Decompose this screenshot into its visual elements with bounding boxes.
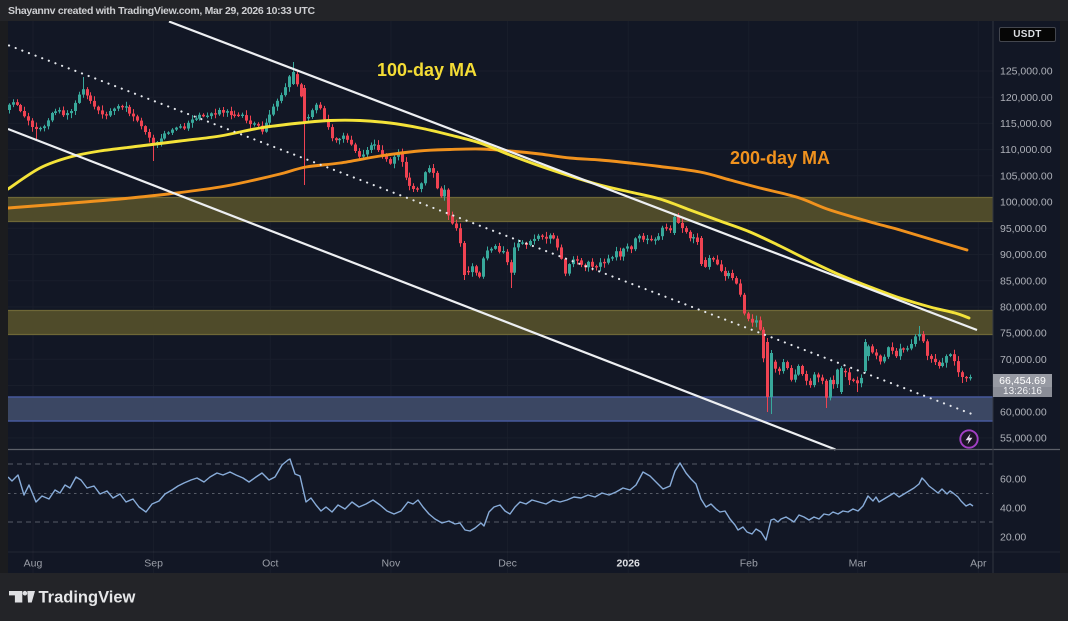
svg-text:40.00: 40.00: [1000, 503, 1026, 515]
svg-text:Dec: Dec: [498, 558, 517, 570]
svg-text:Sep: Sep: [144, 558, 163, 570]
svg-text:20.00: 20.00: [1000, 532, 1026, 544]
svg-text:90,000.00: 90,000.00: [1000, 249, 1047, 261]
svg-text:200-day MA: 200-day MA: [730, 148, 830, 168]
svg-text:Feb: Feb: [740, 558, 758, 570]
svg-text:125,000.00: 125,000.00: [1000, 66, 1053, 78]
svg-text:80,000.00: 80,000.00: [1000, 302, 1047, 314]
svg-text:2026: 2026: [617, 558, 641, 570]
svg-text:100,000.00: 100,000.00: [1000, 197, 1053, 209]
svg-text:85,000.00: 85,000.00: [1000, 275, 1047, 287]
svg-text:Nov: Nov: [382, 558, 401, 570]
svg-text:110,000.00: 110,000.00: [1000, 144, 1052, 156]
svg-text:105,000.00: 105,000.00: [1000, 170, 1053, 182]
svg-text:Aug: Aug: [24, 558, 43, 570]
svg-text:Apr: Apr: [970, 558, 987, 570]
svg-text:75,000.00: 75,000.00: [1000, 328, 1047, 340]
svg-text:120,000.00: 120,000.00: [1000, 92, 1053, 104]
svg-text:Oct: Oct: [262, 558, 278, 570]
svg-text:55,000.00: 55,000.00: [1000, 433, 1047, 445]
svg-text:70,000.00: 70,000.00: [1000, 354, 1047, 366]
svg-text:115,000.00: 115,000.00: [1000, 118, 1052, 130]
svg-text:TradingView: TradingView: [39, 589, 136, 607]
svg-text:60,000.00: 60,000.00: [1000, 406, 1047, 418]
svg-text:95,000.00: 95,000.00: [1000, 223, 1047, 235]
svg-text:60.00: 60.00: [1000, 473, 1026, 485]
svg-text:Mar: Mar: [849, 558, 868, 570]
svg-text:100-day MA: 100-day MA: [377, 60, 477, 80]
